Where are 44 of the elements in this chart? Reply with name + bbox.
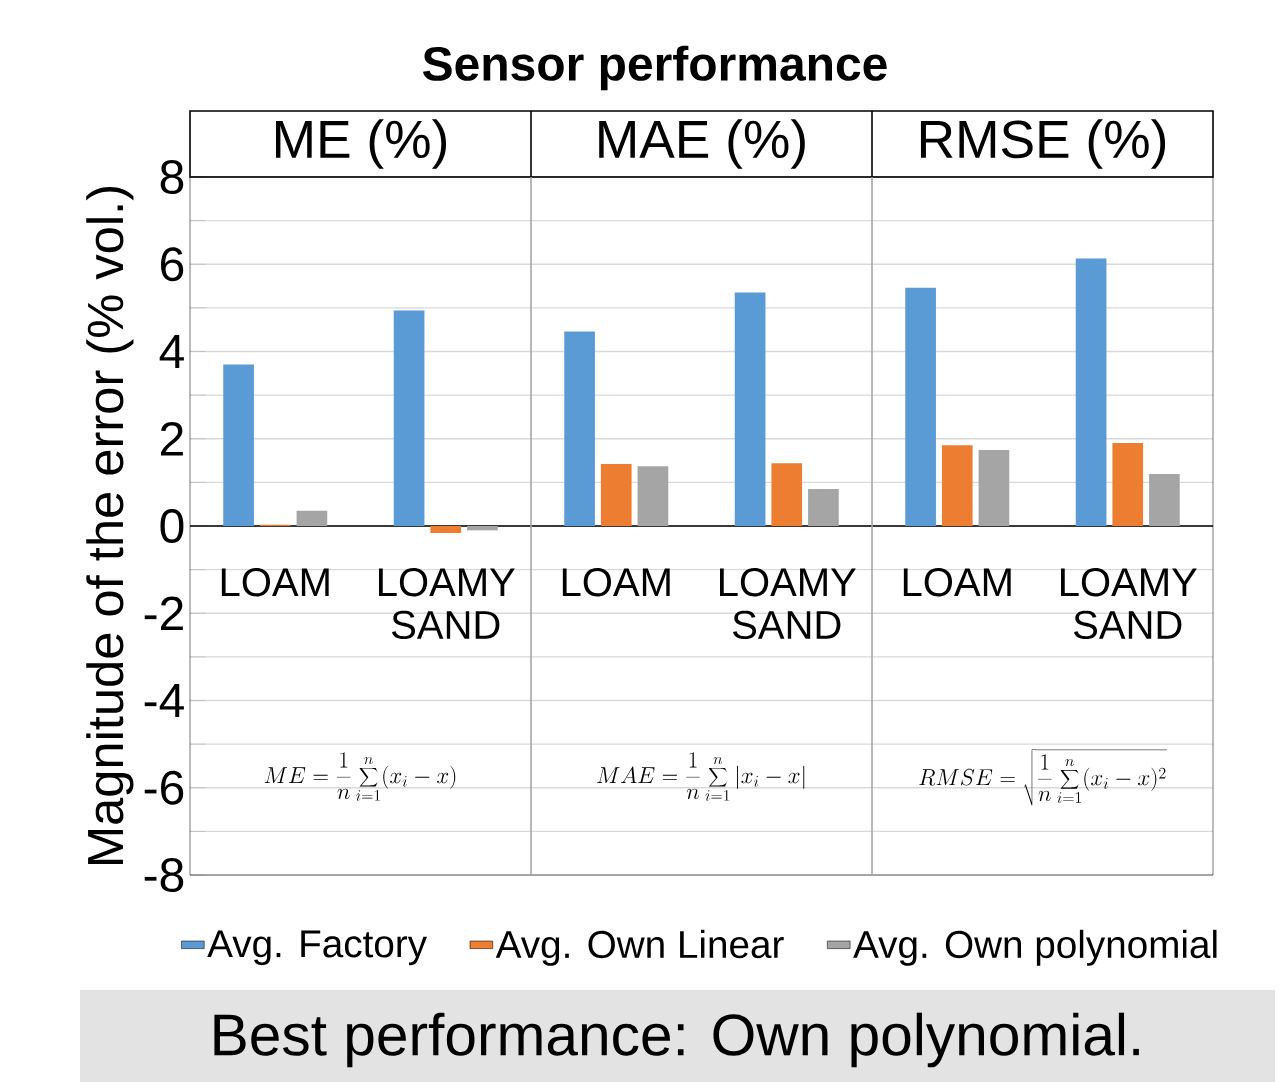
y-tick-label: 0 [160,509,184,543]
x-tick-label: LOAM [221,568,329,597]
y-tick-label: -4 [144,684,184,718]
text: ME (%) [275,119,447,169]
y-tick-label: 4 [159,334,184,369]
bar [600,464,632,526]
legend-label: Avg. Own polynomial [853,929,1217,966]
bar [637,466,669,526]
bar [1112,443,1144,526]
bar [1149,474,1180,526]
bar [808,488,839,526]
annotation: $ME = \frac{1}{n}\sum_{i=1}^{n}(x_i - x)$ [264,752,456,801]
x-tick-label: LOAM [903,568,1011,597]
bar [771,463,803,526]
x-tick-label: LOAMY SAND [379,568,515,640]
bar [467,526,498,531]
bar [564,331,595,526]
x-tick-label: LOAM [562,568,670,597]
bar [941,445,973,526]
bar [223,364,254,526]
bar [734,292,766,526]
x-tick-label: LOAMY SAND [1061,568,1197,640]
y-tick-label: -8 [144,858,184,892]
bar [1075,258,1107,526]
y-tick-label: -6 [144,770,184,805]
legend-label: Avg. Own Linear [495,929,784,966]
chart-title: Sensor performance [422,45,887,91]
legend-label: Avg. Factory [207,930,427,966]
bar [430,526,462,533]
bar [393,310,425,526]
annotation: $RMSE = \sqrt{\frac{1}{n}\sum_{i=1}^{n}(x_i - x)^2}$ [919,749,1167,806]
x-tick-label: LOAMY SAND [720,568,856,640]
text: Best performance: Own polynomial. [214,1012,1139,1068]
y-tick-label: -2 [144,596,183,631]
text: RMSE (%) [920,119,1166,169]
annotation: $MAE = \frac{1}{n}\sum_{i=1}^{n}|x_i - x|$ [597,752,805,801]
y-axis-title: Magnitude of the error (% vol.) [86,187,134,864]
bar [978,450,1010,526]
y-tick-label: 2 [161,422,183,456]
bar [296,510,328,526]
y-tick-label: 8 [160,160,184,194]
y-tick-label: 6 [161,247,184,282]
bar [905,287,936,526]
text: MAE (%) [599,119,805,169]
